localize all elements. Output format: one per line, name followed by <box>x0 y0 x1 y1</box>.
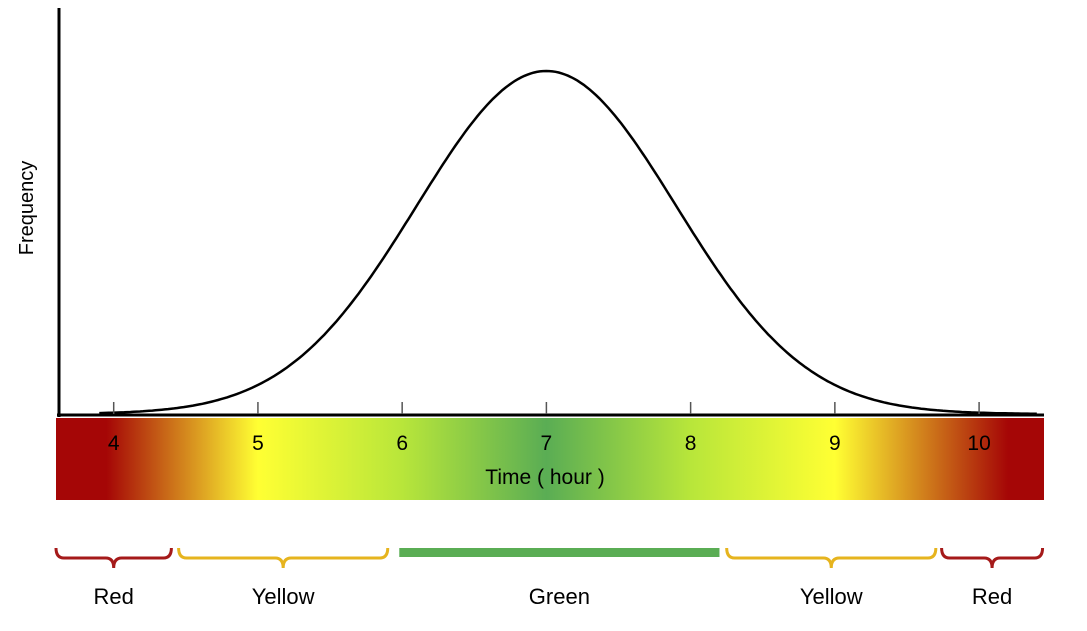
zone-label: Yellow <box>252 584 315 609</box>
x-tick-label: 9 <box>829 432 841 455</box>
zone-label: Red <box>972 584 1012 609</box>
zone-bracket <box>177 547 390 569</box>
y-axis-label: Frequency <box>16 161 38 256</box>
distribution-curve <box>99 69 1037 415</box>
zone-bracket <box>940 547 1045 569</box>
zone-label: Yellow <box>800 584 863 609</box>
x-tick-label: 10 <box>967 432 990 455</box>
x-tick-label: 6 <box>396 432 408 455</box>
zone-bracket <box>54 547 173 569</box>
x-axis-label: Time ( hour ) <box>485 466 604 489</box>
x-tick-label: 5 <box>252 432 264 455</box>
zone-bar-green <box>399 548 720 557</box>
x-tick-label: 7 <box>541 432 553 455</box>
zone-brackets: Red Yellow Green Yellow Red <box>54 547 1045 609</box>
time-color-band <box>56 418 1044 500</box>
zone-label: Red <box>94 584 134 609</box>
x-tick-label: 8 <box>685 432 697 455</box>
zone-bracket <box>725 547 938 569</box>
zone-label: Green <box>529 584 590 609</box>
x-ticks: 4 5 6 7 8 9 10 <box>108 402 991 455</box>
x-tick-label: 4 <box>108 432 120 455</box>
